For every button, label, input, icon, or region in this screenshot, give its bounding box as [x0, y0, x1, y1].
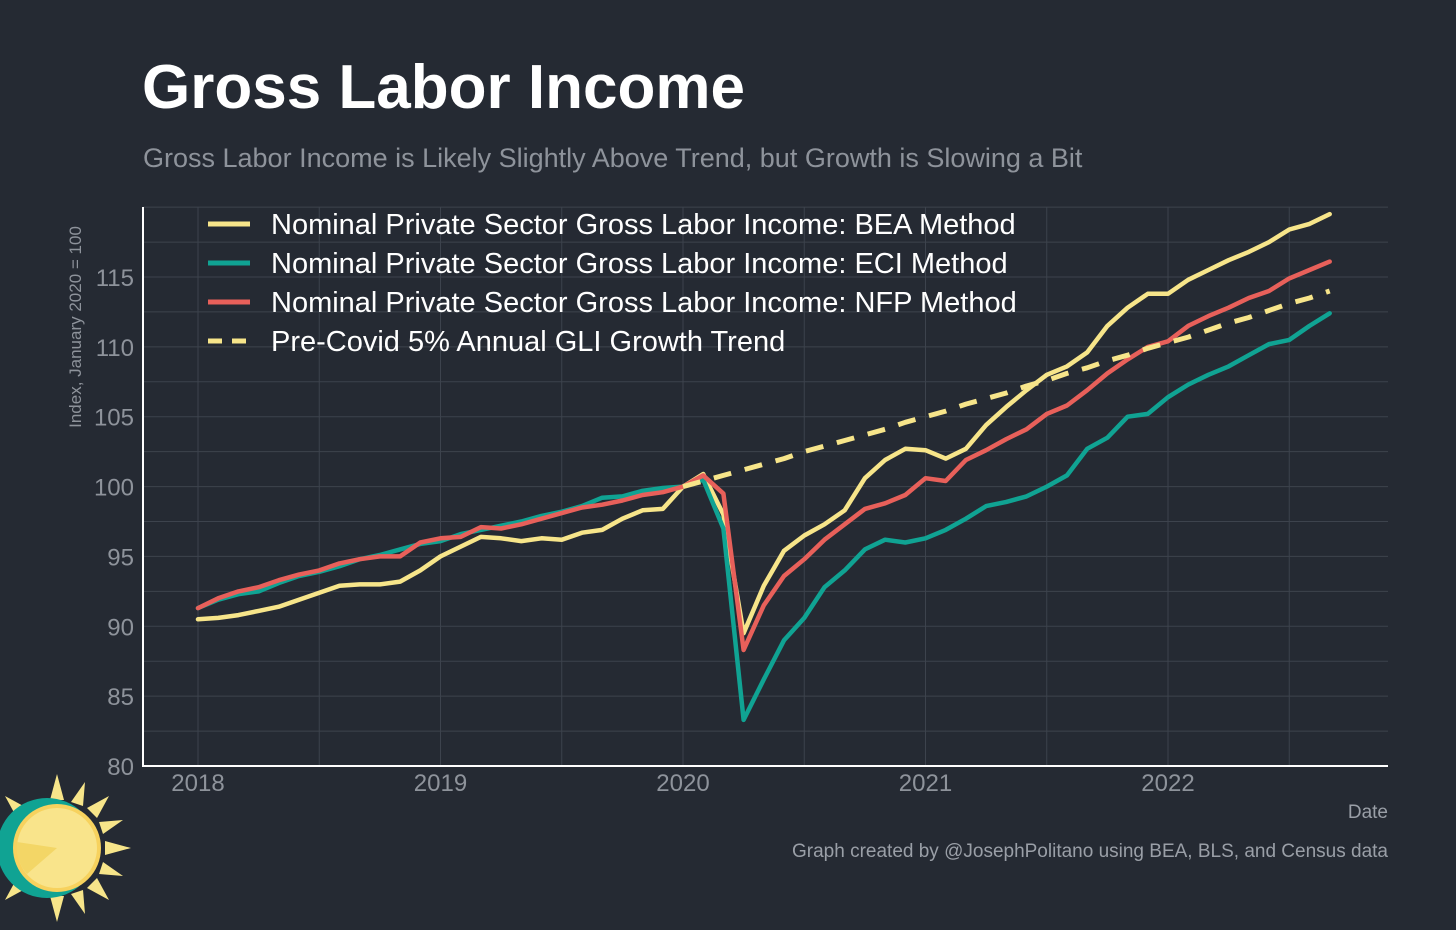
- x-axis-label: Date: [1348, 802, 1388, 823]
- legend-label: Nominal Private Sector Gross Labor Incom…: [271, 287, 1017, 319]
- series-line-1: [195, 311, 1332, 723]
- series-line-2: [195, 259, 1332, 653]
- x-tick-label: 2018: [171, 770, 224, 797]
- x-tick-label: 2021: [899, 770, 952, 797]
- y-tick-label: 95: [107, 544, 134, 571]
- axis-ticks: 80 85 90 95 100 105 110 115 2018 2019 2020 2021 2022: [94, 265, 1195, 797]
- legend-label: Pre-Covid 5% Annual GLI Growth Trend: [271, 326, 785, 358]
- legend-label: Nominal Private Sector Gross Labor Incom…: [271, 209, 1016, 241]
- chart-title: Gross Labor Income: [142, 53, 745, 122]
- y-tick-label: 105: [94, 405, 134, 432]
- grid-lines: [143, 206, 1388, 767]
- y-tick-label: 85: [107, 684, 134, 711]
- x-tick-label: 2022: [1141, 770, 1194, 797]
- series-line-0: [195, 211, 1332, 636]
- chart-subtitle: Gross Labor Income is Likely Slightly Ab…: [143, 143, 1083, 173]
- sun-logo-icon: [0, 774, 131, 922]
- legend: Nominal Private Sector Gross Labor Incom…: [208, 209, 1017, 358]
- x-tick-label: 2020: [656, 770, 709, 797]
- x-tick-label: 2019: [414, 770, 467, 797]
- series-line-3: [682, 288, 1331, 490]
- data-series: [195, 211, 1332, 723]
- y-tick-label: 110: [96, 335, 134, 362]
- legend-label: Nominal Private Sector Gross Labor Incom…: [271, 248, 1008, 280]
- y-tick-label: 80: [107, 754, 134, 781]
- source-caption: Graph created by @JosephPolitano using B…: [792, 841, 1388, 862]
- y-tick-label: 90: [107, 614, 134, 641]
- y-tick-label: 115: [96, 265, 134, 292]
- y-tick-label: 100: [94, 475, 134, 502]
- axes: [142, 207, 1388, 767]
- y-axis-label: Index, January 2020 = 100: [66, 226, 85, 428]
